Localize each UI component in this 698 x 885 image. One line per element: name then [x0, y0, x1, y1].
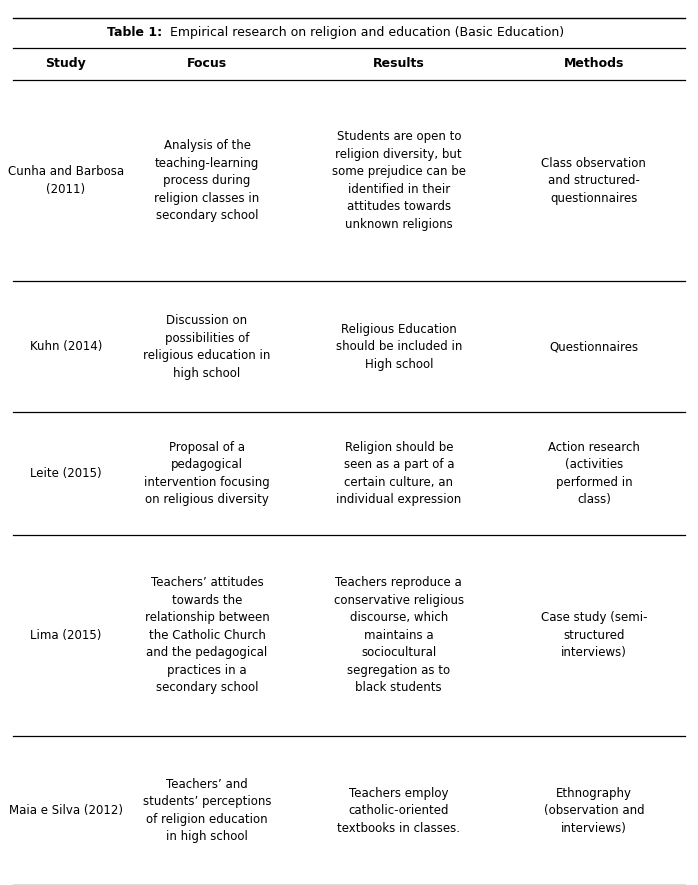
Text: Lima (2015): Lima (2015) — [30, 629, 101, 642]
Text: Teachers reproduce a
conservative religious
discourse, which
maintains a
sociocu: Teachers reproduce a conservative religi… — [334, 576, 464, 695]
Text: Methods: Methods — [564, 58, 624, 70]
Text: Teachers’ and
students’ perceptions
of religion education
in high school: Teachers’ and students’ perceptions of r… — [143, 778, 272, 843]
Text: Teachers’ attitudes
towards the
relationship between
the Catholic Church
and the: Teachers’ attitudes towards the relation… — [144, 576, 269, 695]
Text: Discussion on
possibilities of
religious education in
high school: Discussion on possibilities of religious… — [143, 314, 271, 380]
Text: Religious Education
should be included in
High school: Religious Education should be included i… — [336, 323, 462, 371]
Text: Religion should be
seen as a part of a
certain culture, an
individual expression: Religion should be seen as a part of a c… — [336, 441, 461, 506]
Text: Class observation
and structured-
questionnaires: Class observation and structured- questi… — [542, 157, 646, 204]
Text: Case study (semi-
structured
interviews): Case study (semi- structured interviews) — [541, 612, 647, 659]
Text: Table 1: Empirical research on religion and education (Basic Education): Table 1: Empirical research on religion … — [126, 27, 572, 39]
Text: Teachers employ
catholic-oriented
textbooks in classes.: Teachers employ catholic-oriented textbo… — [337, 787, 460, 835]
Text: Kuhn (2014): Kuhn (2014) — [29, 341, 102, 353]
Text: Questionnaires: Questionnaires — [549, 341, 639, 353]
Text: Empirical research on religion and education (Basic Education): Empirical research on religion and educa… — [166, 27, 565, 39]
Text: Leite (2015): Leite (2015) — [30, 467, 101, 480]
Text: Action research
(activities
performed in
class): Action research (activities performed in… — [548, 441, 640, 506]
Text: Analysis of the
teaching-learning
process during
religion classes in
secondary s: Analysis of the teaching-learning proces… — [154, 139, 260, 222]
Text: Table 1:: Table 1: — [107, 27, 163, 39]
Text: Maia e Silva (2012): Maia e Silva (2012) — [8, 804, 123, 817]
Text: Study: Study — [45, 58, 86, 70]
Text: Proposal of a
pedagogical
intervention focusing
on religious diversity: Proposal of a pedagogical intervention f… — [144, 441, 270, 506]
Text: Focus: Focus — [187, 58, 227, 70]
Text: Students are open to
religion diversity, but
some prejudice can be
identified in: Students are open to religion diversity,… — [332, 130, 466, 231]
Text: Cunha and Barbosa
(2011): Cunha and Barbosa (2011) — [8, 165, 124, 196]
Text: Ethnography
(observation and
interviews): Ethnography (observation and interviews) — [544, 787, 644, 835]
Text: Results: Results — [373, 58, 424, 70]
